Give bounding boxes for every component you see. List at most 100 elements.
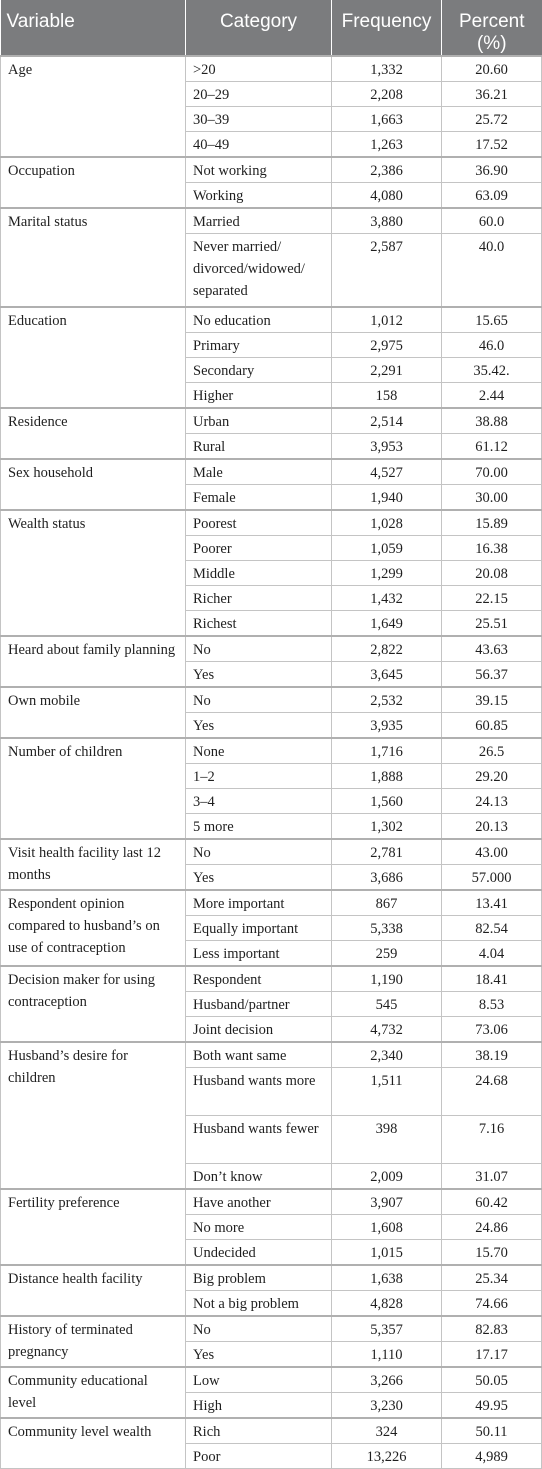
frequency-cell: 4,080 [331, 182, 442, 209]
variable-cell: Wealth status [0, 508, 186, 636]
variable-cell: Community educational level [0, 1365, 186, 1418]
table-row: Never married/ divorced/widowed/ separat… [1, 233, 542, 307]
frequency-cell: 4,828 [331, 1289, 442, 1316]
frequency-cell: 2,822 [331, 634, 442, 662]
percent-cell: 35.42. [441, 356, 542, 383]
category-cell: Rural [185, 432, 332, 459]
frequency-cell: 1,012 [331, 305, 442, 333]
variable-cell: Community level wealth [0, 1416, 186, 1469]
table-row: Female 1,940 30.00 [1, 483, 542, 510]
category-cell: Working [185, 182, 332, 209]
category-cell: Have another [185, 1187, 332, 1215]
category-cell: No [185, 685, 332, 713]
category-cell: Both want same [185, 1040, 332, 1068]
frequency-cell: 158 [331, 381, 442, 408]
table-row: 1–2 1,888 29.20 [1, 762, 542, 789]
frequency-cell: 2,532 [331, 685, 442, 713]
table-row: Husband wants more 1,511 24.68 [1, 1066, 542, 1116]
variable-cell: Number of children [0, 736, 186, 839]
category-cell: 1–2 [185, 762, 332, 789]
percent-cell: 15.65 [441, 305, 542, 333]
table-row: Visit health facility last 12 months No 2,… [0, 837, 542, 890]
table-row: History of terminated pregnancy No 5,357 82… [0, 1314, 542, 1367]
variable-cell: History of terminated pregnancy [0, 1314, 186, 1367]
percent-cell: 36.90 [441, 156, 542, 183]
percent-cell: 18.41 [441, 964, 542, 992]
table-row: Husband wants fewer 398 7.16 [1, 1114, 542, 1164]
percent-cell: 17.52 [441, 131, 542, 158]
percent-cell: 50.11 [441, 1416, 542, 1444]
variable-cell: Education [0, 305, 186, 408]
category-cell: Don’t know [185, 1162, 332, 1189]
frequency-cell: 1,560 [331, 787, 442, 814]
category-cell: No [185, 837, 332, 865]
table-row: Husband/partner 545 8.53 [1, 990, 542, 1017]
category-cell: Yes [185, 1340, 332, 1367]
category-cell: Richest [185, 609, 332, 636]
table-row: Not a big problem 4,828 74.66 [1, 1289, 542, 1316]
percent-cell: 82.54 [441, 914, 542, 941]
percent-cell: 82.83 [441, 1314, 542, 1342]
category-cell: Primary [185, 331, 332, 358]
percent-cell: 4.04 [441, 939, 542, 966]
category-cell: 20–29 [185, 81, 332, 107]
percent-cell: 40.0 [441, 233, 542, 307]
variable-cell: Heard about family planning [0, 634, 186, 687]
percent-cell: 36.21 [441, 81, 542, 107]
variable-cell: Age [0, 55, 186, 158]
frequency-cell: 3,935 [331, 711, 442, 738]
variable-cell: Respondent opinion compared to husband’s… [0, 888, 186, 966]
percent-cell: 24.86 [441, 1213, 542, 1240]
table-row: Marital status Married 3,880 60.0 [0, 207, 542, 307]
category-cell: More important [185, 888, 332, 916]
category-cell: Urban [185, 406, 332, 434]
frequency-cell: 3,880 [331, 207, 442, 234]
percent-cell: 38.88 [441, 406, 542, 434]
table-row: Equally important 5,338 82.54 [1, 914, 542, 941]
percent-cell: 74.66 [441, 1289, 542, 1316]
percent-cell: 38.19 [441, 1040, 542, 1068]
frequency-cell: 3,230 [331, 1391, 442, 1418]
frequency-cell: 4,527 [331, 457, 442, 485]
category-cell: Not working [185, 156, 332, 183]
category-cell: High [185, 1391, 332, 1418]
percent-cell: 25.72 [441, 106, 542, 132]
table-row: Yes 3,686 57.000 [1, 863, 542, 890]
percent-cell: 4,989 [441, 1442, 542, 1469]
percent-cell: 26.5 [441, 736, 542, 764]
category-cell: Low [185, 1365, 332, 1393]
frequency-cell: 1,332 [331, 55, 442, 82]
frequency-cell: 4,732 [331, 1015, 442, 1042]
frequency-cell: 545 [331, 990, 442, 1017]
frequency-cell: 1,638 [331, 1263, 442, 1291]
category-cell: Male [185, 457, 332, 485]
frequency-cell: 13,226 [331, 1442, 442, 1469]
table-row: Yes 3,935 60.85 [1, 711, 542, 738]
percent-cell: 13.41 [441, 888, 542, 916]
category-cell: 3–4 [185, 787, 332, 814]
frequency-cell: 1,608 [331, 1213, 442, 1240]
frequency-cell: 1,716 [331, 736, 442, 764]
table-row: High 3,230 49.95 [1, 1391, 542, 1418]
variable-cell: Marital status [0, 207, 186, 307]
table-row: Poorer 1,059 16.38 [1, 534, 542, 561]
table-row: Occupation Not working 2,386 36.90 [0, 156, 542, 209]
table-row: Working 4,080 63.09 [1, 182, 542, 209]
table-row: Middle 1,299 20.08 [1, 559, 542, 586]
frequency-cell: 1,299 [331, 559, 442, 586]
percent-cell: 43.00 [441, 837, 542, 865]
category-cell: Female [185, 483, 332, 510]
category-cell: Higher [185, 381, 332, 408]
table-row: 40–49 1,263 17.52 [1, 131, 542, 158]
category-cell: Married [185, 207, 332, 234]
category-cell: Not a big problem [185, 1289, 332, 1316]
table-row: Joint decision 4,732 73.06 [1, 1015, 542, 1042]
frequency-cell: 2,386 [331, 156, 442, 183]
table-row: Respondent opinion compared to husband’s… [0, 888, 542, 966]
frequency-cell: 1,432 [331, 584, 442, 611]
percent-cell: 20.60 [441, 55, 542, 82]
table-row: 3–4 1,560 24.13 [1, 787, 542, 814]
frequency-cell: 2,208 [331, 81, 442, 107]
table-row: Education No education 1,012 15.65 [0, 305, 542, 408]
